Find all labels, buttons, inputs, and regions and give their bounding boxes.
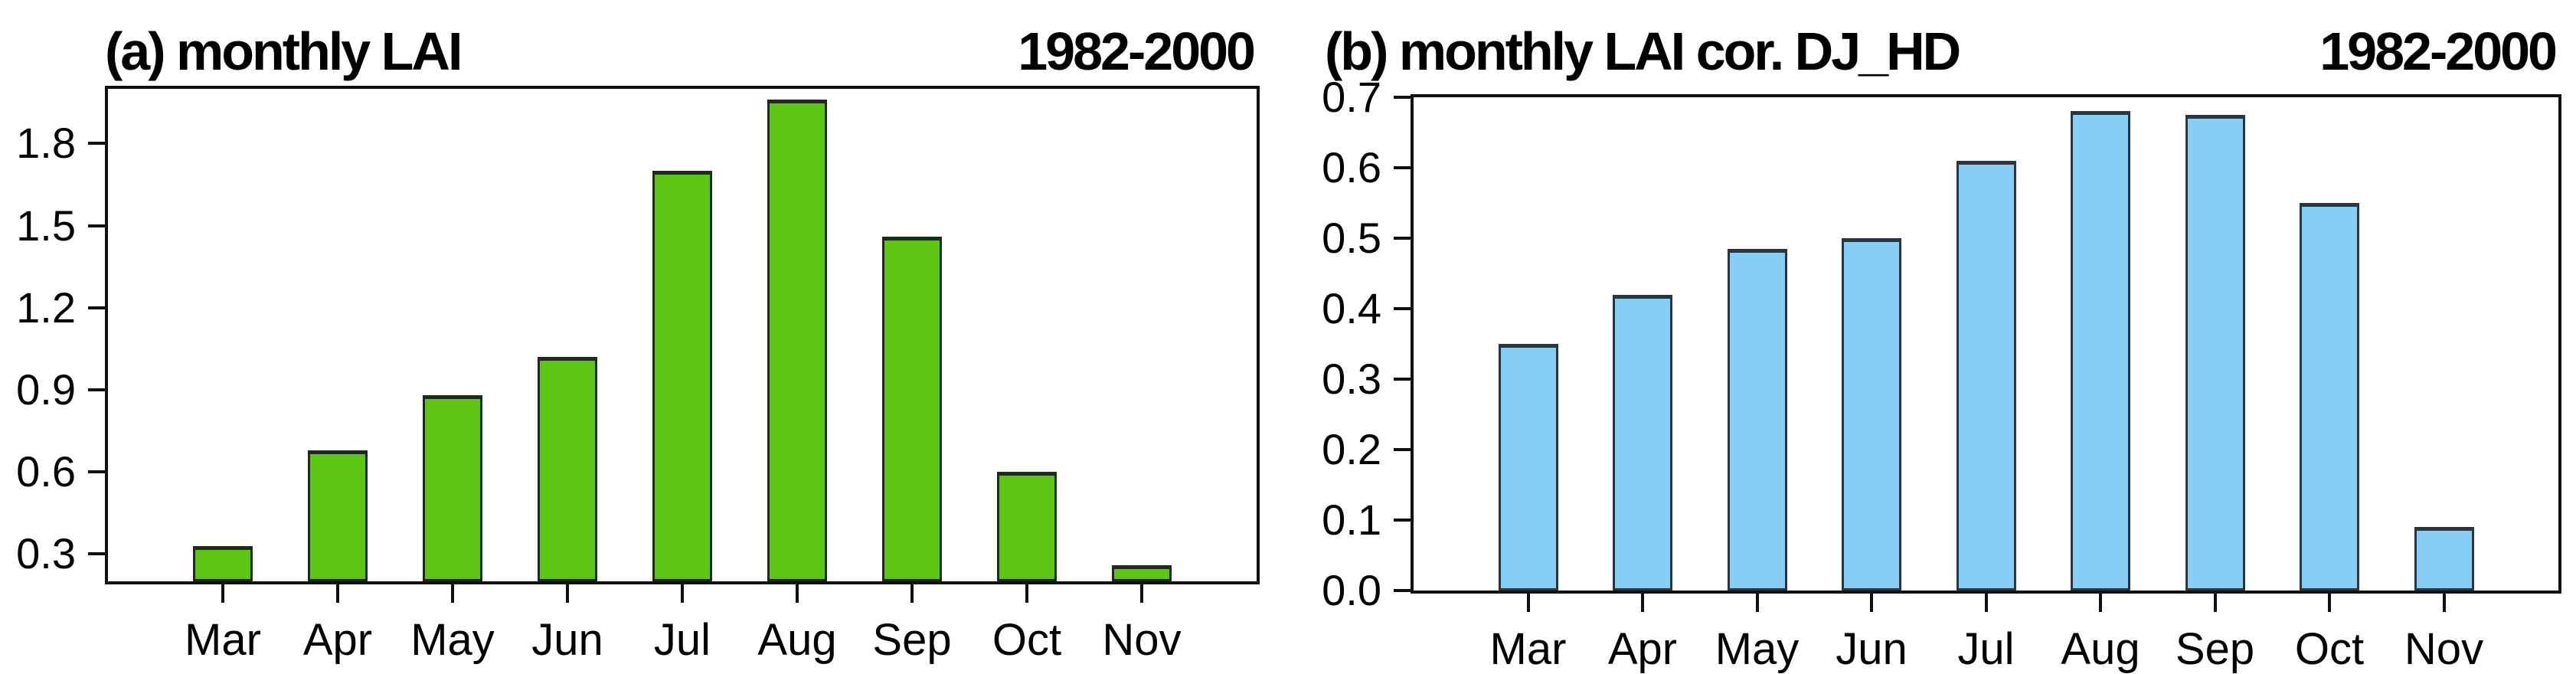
x-axis-tick xyxy=(566,584,569,603)
x-axis-label-aug: Aug xyxy=(757,615,837,665)
bar-sep xyxy=(882,236,942,581)
x-axis-tick xyxy=(2328,594,2331,612)
y-axis-tick-label: 0.3 xyxy=(16,529,76,578)
y-axis-tick xyxy=(1394,166,1411,169)
bar-mar xyxy=(193,545,253,581)
bar-jul xyxy=(652,171,712,581)
bar-sep xyxy=(2185,115,2245,591)
x-axis-label-apr: Apr xyxy=(1607,624,1678,674)
panel-a-header: (a) monthly LAI 1982-2000 xyxy=(105,21,1256,81)
x-axis-label-may: May xyxy=(410,615,495,665)
x-axis-tick xyxy=(2099,594,2102,612)
bar-jun xyxy=(1842,238,1901,591)
x-axis-tick xyxy=(1755,594,1759,612)
x-axis-label-mar: Mar xyxy=(1489,624,1567,674)
x-axis-label-oct: Oct xyxy=(992,615,1062,665)
y-axis-tick xyxy=(88,224,105,227)
panel-b-header: (b) monthly LAI cor. DJ_HD 1982-2000 xyxy=(1325,21,2558,81)
y-axis-tick xyxy=(88,306,105,309)
x-axis-label-jun: Jun xyxy=(1836,624,1907,674)
y-axis-tick-label: 0.9 xyxy=(16,365,76,414)
x-axis-tick xyxy=(221,584,224,603)
y-axis-tick xyxy=(1394,378,1411,381)
bar-nov xyxy=(1112,564,1172,581)
x-axis-label-jun: Jun xyxy=(531,615,603,665)
x-axis-label-may: May xyxy=(1715,624,1800,674)
x-axis-tick xyxy=(1870,594,1873,612)
y-axis-tick-label: 0.4 xyxy=(1322,284,1381,332)
y-axis-tick xyxy=(1394,307,1411,310)
y-axis-tick xyxy=(1394,96,1411,99)
panel-b-title: (b) monthly LAI cor. DJ_HD xyxy=(1325,21,1961,81)
x-axis-tick xyxy=(1641,594,1644,612)
y-axis-tick-label: 1.8 xyxy=(16,119,76,168)
x-axis-label-nov: Nov xyxy=(2404,624,2484,674)
x-axis-label-nov: Nov xyxy=(1102,615,1182,665)
y-axis-tick-label: 0.2 xyxy=(1322,425,1381,473)
bar-aug xyxy=(767,100,827,581)
y-axis-tick-label: 0.5 xyxy=(1322,214,1381,262)
x-axis-tick xyxy=(1526,594,1530,612)
bar-jun xyxy=(538,357,597,581)
bar-oct xyxy=(997,472,1057,581)
y-axis-tick xyxy=(88,552,105,556)
y-axis-tick xyxy=(1394,519,1411,522)
bar-may xyxy=(1727,248,1787,591)
y-axis-tick-label: 1.5 xyxy=(16,201,76,250)
bar-may xyxy=(423,395,482,581)
x-axis-label-oct: Oct xyxy=(2294,624,2365,674)
y-axis-tick-label: 0.0 xyxy=(1322,566,1381,614)
bar-apr xyxy=(1613,294,1672,591)
panel-a-title: (a) monthly LAI xyxy=(105,21,463,81)
bar-oct xyxy=(2300,203,2359,591)
x-axis-label-jul: Jul xyxy=(1957,624,2015,674)
x-axis-label-sep: Sep xyxy=(2175,624,2255,674)
x-axis-tick xyxy=(681,584,684,603)
panel-a-period-label: 1982-2000 xyxy=(1018,21,1256,81)
x-axis-tick xyxy=(796,584,799,603)
x-axis-label-sep: Sep xyxy=(872,615,952,665)
y-axis-tick xyxy=(88,142,105,146)
y-axis-tick-label: 0.6 xyxy=(16,447,76,496)
y-axis-tick-label: 1.2 xyxy=(16,283,76,332)
bar-jul xyxy=(1956,160,2016,591)
x-axis-label-aug: Aug xyxy=(2061,624,2140,674)
x-axis-tick xyxy=(2442,594,2446,612)
x-axis-tick xyxy=(910,584,914,603)
y-axis-tick-label: 0.6 xyxy=(1322,143,1381,191)
y-axis-tick-label: 0.7 xyxy=(1322,73,1381,121)
y-axis-tick-label: 0.1 xyxy=(1322,496,1381,544)
y-axis-tick xyxy=(88,470,105,474)
x-axis-tick xyxy=(1025,584,1028,603)
x-axis-label-apr: Apr xyxy=(302,615,373,665)
x-axis-tick xyxy=(1984,594,1988,612)
x-axis-tick xyxy=(2213,594,2217,612)
bar-aug xyxy=(2071,111,2130,591)
x-axis-tick xyxy=(1140,584,1143,603)
bar-apr xyxy=(308,450,368,581)
y-axis-tick xyxy=(1394,589,1411,592)
x-axis-label-mar: Mar xyxy=(185,615,261,665)
bar-mar xyxy=(1498,344,1558,591)
x-axis-tick xyxy=(451,584,454,603)
y-axis-tick-label: 0.3 xyxy=(1322,355,1381,403)
y-axis-tick xyxy=(1394,237,1411,240)
bar-nov xyxy=(2414,527,2474,591)
x-axis-tick xyxy=(336,584,339,603)
panel-b-plot-area: 0.0 0.1 0.2 0.3 0.4 0.5 0.6 0.7 Mar Apr May Jun Jul A… xyxy=(1322,76,2561,672)
panel-a-plot-area: 0.3 0.6 0.9 1.2 1.5 1.8 Mar Apr May Jun Jul Aug Sep O… xyxy=(16,86,1260,663)
panel-b-period-label: 1982-2000 xyxy=(2319,21,2558,81)
y-axis-tick xyxy=(88,388,105,391)
y-axis-tick xyxy=(1394,448,1411,451)
x-axis-label-jul: Jul xyxy=(653,615,711,665)
